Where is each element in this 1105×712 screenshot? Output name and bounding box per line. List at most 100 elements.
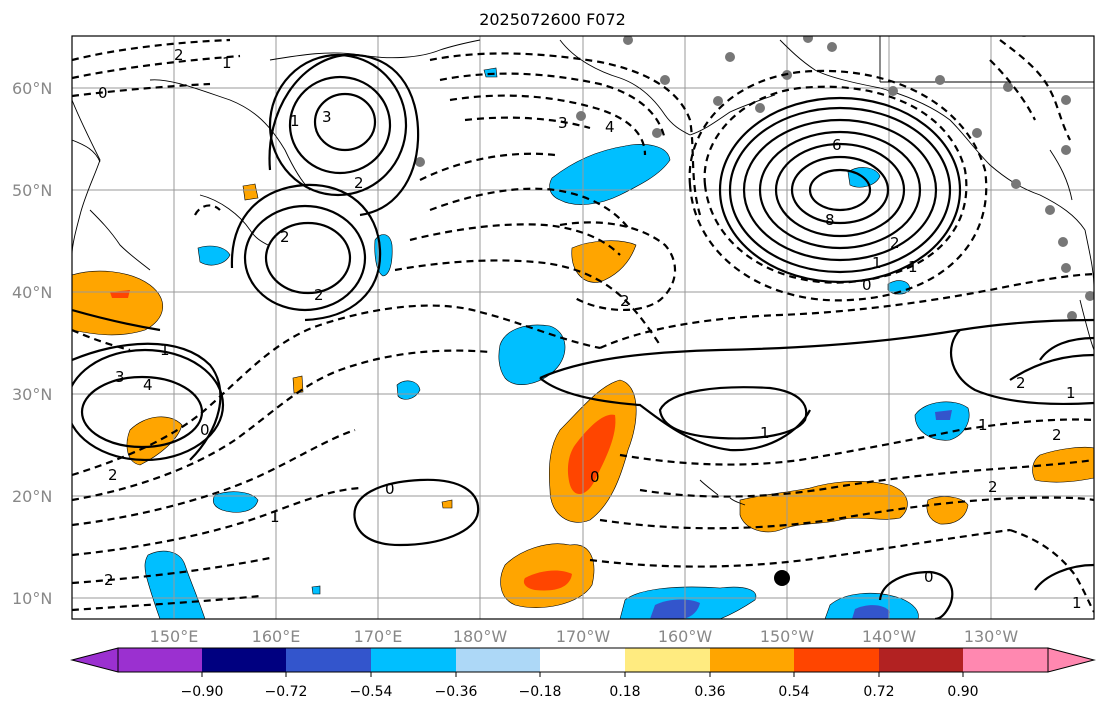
contour-label: 0 xyxy=(862,276,872,294)
colorbar-bin xyxy=(710,648,794,672)
lon-label: 130°W xyxy=(964,627,1019,646)
negative-anomaly-region xyxy=(396,380,421,400)
contour-label: 1 xyxy=(760,424,770,442)
lon-label: 170°E xyxy=(354,627,403,646)
contour-label: 1 xyxy=(270,508,280,526)
colorbar-bin xyxy=(540,648,625,672)
contour-label: 4 xyxy=(143,376,153,394)
strong-negative-anomaly-region xyxy=(650,599,700,619)
colorbar-bin xyxy=(625,648,710,672)
colorbar-bin xyxy=(286,648,371,672)
colorbar-bin xyxy=(456,648,540,672)
positive-anomaly-region xyxy=(242,183,259,201)
contour-label: 2 xyxy=(174,46,184,64)
lon-label: 140°W xyxy=(862,627,917,646)
contour-label: 1 xyxy=(872,254,882,272)
contour-label: 2 xyxy=(1052,426,1062,444)
contour-label: 2 xyxy=(104,571,114,589)
contour-label: 3 xyxy=(115,368,125,386)
contour-label: 2 xyxy=(354,174,364,192)
positive-anomaly-region xyxy=(1032,446,1094,483)
negative-anomaly-region xyxy=(311,585,321,595)
lon-label: 180°W xyxy=(453,627,508,646)
strong-positive-anomaly-region xyxy=(567,414,616,495)
contour-label: 0 xyxy=(590,468,600,486)
contour-label: 0 xyxy=(98,84,108,102)
contour-label: 1 xyxy=(290,112,300,130)
contour-label: 1 xyxy=(1066,384,1076,402)
colorbar-tick-label: 0.54 xyxy=(778,684,809,700)
contour-label: 2 xyxy=(108,466,118,484)
contour-labels: 2 1 0 3 1 2 2 2 3 4 6 8 2 1 0 1 2 2 3 4 … xyxy=(98,46,1082,612)
colorbar-bin xyxy=(118,648,202,672)
colorbar-tick-label: −0.54 xyxy=(350,684,393,700)
lon-label: 160°E xyxy=(252,627,301,646)
strong-positive-anomaly-region xyxy=(523,570,572,591)
positive-anomaly-region xyxy=(739,481,908,533)
contour-label: 2 xyxy=(280,228,290,246)
lat-label: 40°N xyxy=(12,283,52,302)
colorbar-tick-label: −0.36 xyxy=(435,684,478,700)
colorbar-bin xyxy=(963,648,1048,672)
contour-label: 1 xyxy=(222,54,232,72)
colorbar-tick-label: 0.72 xyxy=(863,684,894,700)
colorbar-tick-label: 0.90 xyxy=(947,684,978,700)
lat-label: 60°N xyxy=(12,79,52,98)
positive-anomaly-region xyxy=(72,270,164,336)
negative-anomaly-region xyxy=(197,245,231,266)
strong-negative-anomaly-region xyxy=(935,410,952,420)
map-plot-area: 2 1 0 3 1 2 2 2 3 4 6 8 2 1 0 1 2 2 3 4 … xyxy=(72,36,1094,619)
contour-label: 3 xyxy=(322,108,332,126)
negative-anomaly-region xyxy=(212,491,259,513)
black-marker xyxy=(774,570,790,586)
colorbar-tick-label: −0.90 xyxy=(181,684,224,700)
contour-label: 2 xyxy=(314,286,324,304)
colorbar-tick-label: 0.36 xyxy=(694,684,725,700)
lon-label: 150°E xyxy=(150,627,199,646)
contour-label: 0 xyxy=(385,480,395,498)
lat-label: 50°N xyxy=(12,181,52,200)
lat-label: 30°N xyxy=(12,385,52,404)
contour-label: 6 xyxy=(832,136,842,154)
negative-anomaly-region xyxy=(498,324,566,385)
map-title: 2025072600 F072 xyxy=(479,10,626,29)
colorbar-bin xyxy=(202,648,286,672)
lon-label: 160°W xyxy=(658,627,713,646)
negative-anomaly-region xyxy=(549,144,671,205)
lon-label: 150°W xyxy=(760,627,815,646)
longitude-axis: 150°E 160°E 170°E 180°W 170°W 160°W 150°… xyxy=(150,627,1019,646)
colorbar-bin xyxy=(879,648,963,672)
negative-anomaly-region xyxy=(144,550,206,619)
contour-layer xyxy=(72,38,1094,619)
contour-label: 4 xyxy=(605,118,615,136)
contour-label: 0 xyxy=(924,568,934,586)
contour-label: 0 xyxy=(200,421,210,439)
strong-negative-anomaly-region xyxy=(852,605,890,619)
lon-label: 170°W xyxy=(556,627,611,646)
colorbar: −0.90 −0.72 −0.54 −0.36 −0.18 0.18 0.36 … xyxy=(70,647,1096,700)
colorbar-tick-label: −0.72 xyxy=(265,684,308,700)
coastlines xyxy=(72,36,1094,506)
anomaly-fill-layer xyxy=(72,67,1094,619)
contour-label: 1 xyxy=(908,258,918,276)
contour-label: 3 xyxy=(558,114,568,132)
contour-label: 1 xyxy=(978,416,988,434)
latitude-axis: 60°N 50°N 40°N 30°N 20°N 10°N xyxy=(12,79,52,608)
lat-label: 20°N xyxy=(12,487,52,506)
positive-anomaly-region xyxy=(292,375,304,394)
map-frame xyxy=(71,35,1095,620)
contour-label: 1 xyxy=(1072,594,1082,612)
contour-label: 2 xyxy=(620,292,630,310)
contour-label: 2 xyxy=(890,234,900,252)
positive-anomaly-region xyxy=(441,499,453,509)
contour-label: 8 xyxy=(825,211,835,229)
contour-label: 2 xyxy=(988,478,998,496)
colorbar-max-extend xyxy=(1047,647,1096,673)
lat-label: 10°N xyxy=(12,589,52,608)
colorbar-tick-label: −0.18 xyxy=(519,684,562,700)
contour-label: 2 xyxy=(1016,374,1026,392)
colorbar-bin xyxy=(794,648,879,672)
colorbar-min-extend xyxy=(70,647,119,673)
colorbar-tick-label: 0.18 xyxy=(609,684,640,700)
